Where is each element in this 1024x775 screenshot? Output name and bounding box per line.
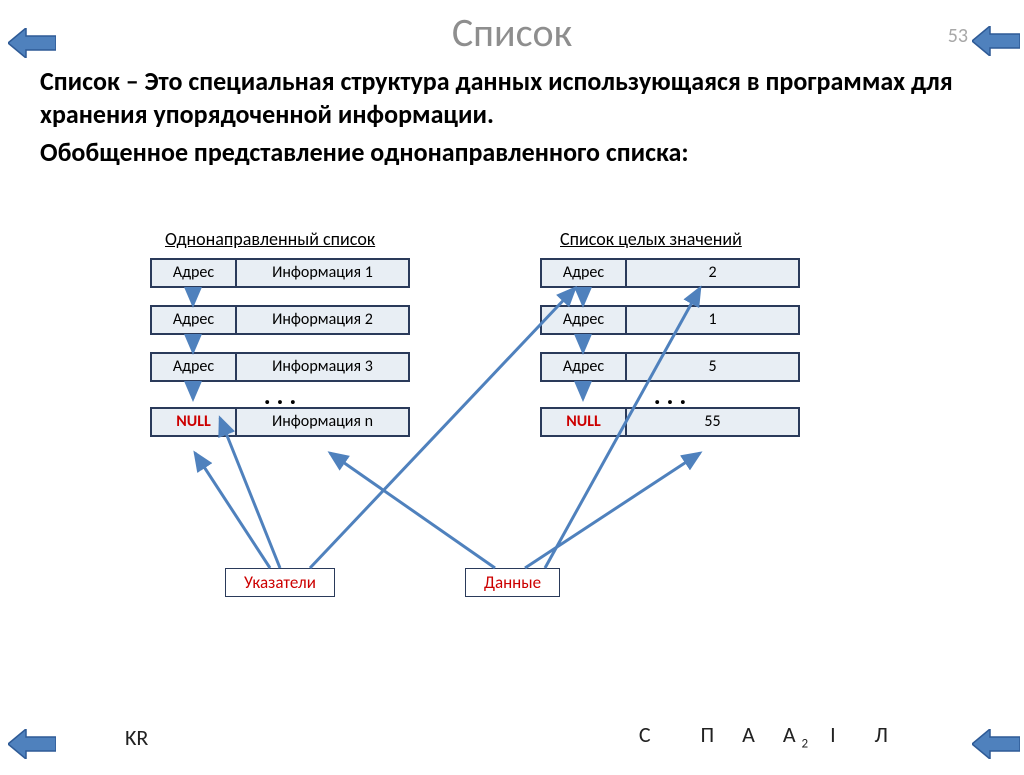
- node-info-cell: Информация 1: [237, 260, 408, 286]
- subtitle-text: Обобщенное представление однонаправленно…: [40, 136, 984, 168]
- node-info-cell: Информация 2: [237, 307, 408, 333]
- list-node: NULLИнформация n: [150, 407, 410, 437]
- node-addr-cell: NULL: [542, 409, 627, 435]
- list-node: Адрес2: [540, 258, 800, 288]
- right-list-heading: Список целых значений: [560, 228, 742, 250]
- node-info-cell: Информация 3: [237, 354, 408, 380]
- nav-arrow-bottom-right[interactable]: [972, 729, 1020, 759]
- node-info-cell: 2: [627, 260, 798, 286]
- node-addr-cell: Адрес: [152, 307, 237, 333]
- node-addr-cell: Адрес: [542, 354, 627, 380]
- data-label: Данные: [465, 568, 560, 597]
- node-info-cell: 1: [627, 307, 798, 333]
- list-node: Адрес1: [540, 305, 800, 335]
- node-info-cell: Информация n: [237, 409, 408, 435]
- node-addr-cell: Адрес: [542, 307, 627, 333]
- footer-letters: С П А А2 I Л: [639, 721, 894, 751]
- list-node: NULL55: [540, 407, 800, 437]
- diagram-area: Однонаправленный список Список целых зна…: [0, 218, 1024, 678]
- footer-kr: KR: [125, 724, 148, 751]
- list-node: Адрес5: [540, 352, 800, 382]
- node-info-cell: 55: [627, 409, 798, 435]
- description-text: Список – Это специальная структура данны…: [40, 65, 984, 130]
- list-node: АдресИнформация 1: [150, 258, 410, 288]
- nav-arrow-top-left[interactable]: [8, 28, 56, 58]
- list-node: АдресИнформация 2: [150, 305, 410, 335]
- page-number: 53: [948, 24, 968, 48]
- list-node: АдресИнформация 3: [150, 352, 410, 382]
- pointers-label: Указатели: [225, 568, 335, 597]
- node-info-cell: 5: [627, 354, 798, 380]
- node-addr-cell: Адрес: [152, 354, 237, 380]
- right-list-column: Адрес2Адрес1Адрес5. . .NULL55: [540, 258, 800, 454]
- nav-arrow-top-right[interactable]: [972, 26, 1020, 56]
- ellipsis: . . .: [540, 389, 800, 401]
- slide-title: Список: [0, 8, 1024, 57]
- left-list-heading: Однонаправленный список: [165, 228, 375, 250]
- ellipsis: . . .: [150, 389, 410, 401]
- node-addr-cell: Адрес: [542, 260, 627, 286]
- node-addr-cell: Адрес: [152, 260, 237, 286]
- node-addr-cell: NULL: [152, 409, 237, 435]
- nav-arrow-bottom-left[interactable]: [8, 729, 56, 759]
- left-list-column: АдресИнформация 1АдресИнформация 2АдресИ…: [150, 258, 410, 454]
